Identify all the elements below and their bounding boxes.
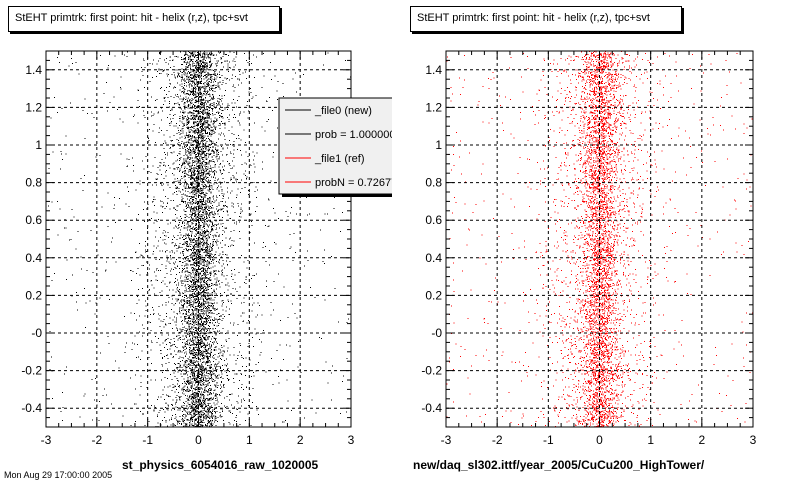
x-tick-label: 2 — [698, 433, 705, 447]
y-tick-label: 0.6 — [425, 213, 442, 227]
y-tick-label: 1.4 — [425, 63, 442, 77]
legend-entry: _file1 (ref) — [314, 153, 365, 165]
y-tick-label: -0.4 — [421, 401, 442, 415]
legend-entry: prob = 1.000000 — [315, 129, 395, 141]
x-tick-label: 3 — [750, 433, 757, 447]
y-tick-label: 0.4 — [425, 251, 442, 265]
y-tick-label: -0.2 — [421, 364, 442, 378]
y-tick-label: -0 — [31, 326, 42, 340]
x-tick-label: -1 — [142, 433, 153, 447]
footer-timestamp: Mon Aug 29 17:00:00 2005 — [4, 470, 113, 480]
x-tick-label: 1 — [647, 433, 654, 447]
legend-box: _file0 (new) prob = 1.000000 _file1 (ref) p… — [278, 97, 403, 197]
y-tick-label: 0.2 — [425, 288, 442, 302]
y-tick-label: -0.4 — [21, 401, 42, 415]
scatter-markers — [446, 50, 754, 428]
x-tick-label: -1 — [543, 433, 554, 447]
x-tick-label: 0 — [195, 433, 202, 447]
right-chart-title: StEHT primtrk: first point: hit - helix … — [410, 6, 682, 32]
y-tick-label: 1.2 — [425, 100, 442, 114]
x-tick-label: -2 — [492, 433, 503, 447]
y-tick-label: 0.2 — [25, 288, 42, 302]
y-tick-label: 0.8 — [425, 176, 442, 190]
scatter-markers — [47, 50, 352, 428]
left-x-axis-title: st_physics_6054016_raw_1020005 — [122, 458, 319, 472]
y-tick-label: 1 — [35, 138, 42, 152]
x-tick-label: -2 — [91, 433, 102, 447]
y-tick-label: 0.8 — [25, 176, 42, 190]
y-tick-label: 1 — [435, 138, 442, 152]
right-scatter-plot: -3 -2 -1 0 1 2 3 -0.4 -0.2 -0 0.2 0.4 0.6 0.8 1 1.2 1.4 — [421, 50, 757, 447]
y-tick-label: -0 — [431, 326, 442, 340]
x-tick-label: 0 — [596, 433, 603, 447]
legend: _file0 (new) prob = 1.000000 _file1 (ref) p… — [278, 97, 403, 197]
y-tick-label: 0.6 — [25, 213, 42, 227]
y-tick-label: 1.4 — [25, 63, 42, 77]
axis-ticks — [445, 50, 754, 428]
x-tick-label: 2 — [297, 433, 304, 447]
scatter-points — [47, 50, 352, 428]
right-x-axis-title: new/daq_sl302.ittf/year_2005/CuCu200_Hig… — [413, 458, 705, 472]
x-tick-label: -3 — [41, 433, 52, 447]
legend-frame — [278, 97, 392, 195]
left-scatter-plot: -3 -2 -1 0 1 2 3 -0.4 -0.2 -0 0.2 0.4 0.6 0.8 1 1.2 1.4 — [21, 50, 355, 447]
x-tick-label: 3 — [348, 433, 355, 447]
left-chart-title: StEHT primtrk: first point: hit - helix … — [8, 6, 280, 32]
y-tick-label: 0.4 — [25, 251, 42, 265]
x-tick-label: -3 — [441, 433, 452, 447]
scatter-points — [446, 50, 754, 428]
x-tick-label: 1 — [246, 433, 253, 447]
y-tick-label: -0.2 — [21, 364, 42, 378]
legend-entry: _file0 (new) — [314, 105, 372, 117]
y-tick-label: 1.2 — [25, 100, 42, 114]
legend-entry: probN = 0.726772 — [315, 177, 403, 189]
